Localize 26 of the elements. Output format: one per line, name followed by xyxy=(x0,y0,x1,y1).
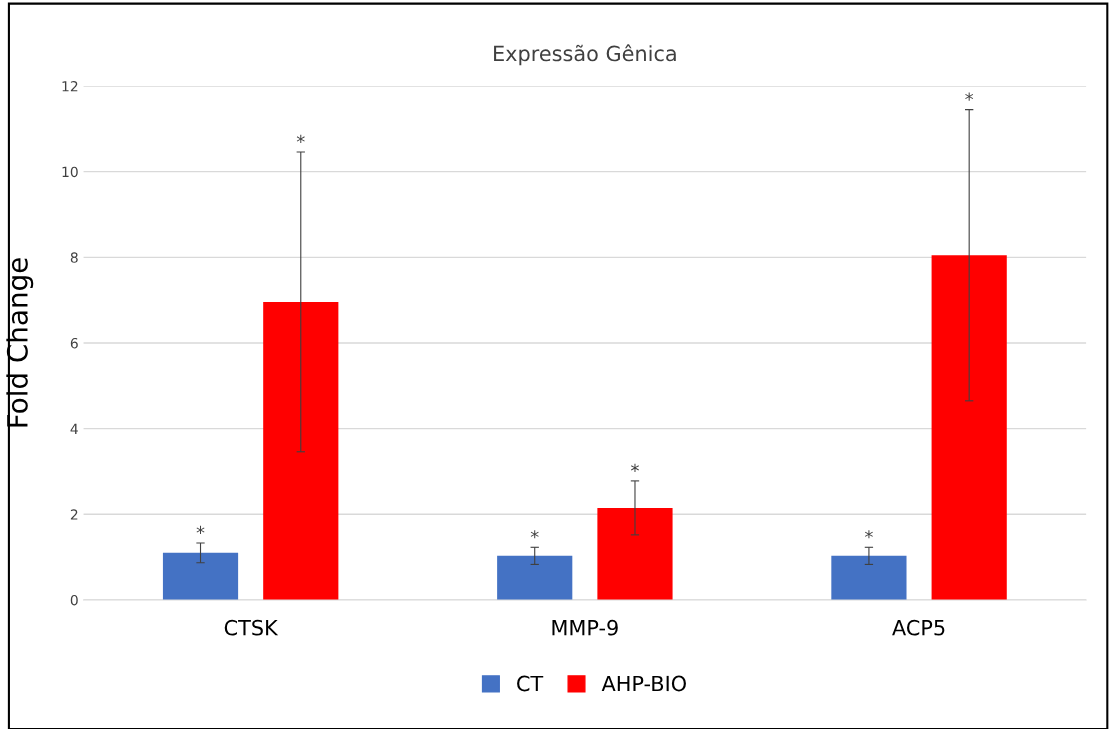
y-tick-label: 6 xyxy=(70,337,78,349)
annotation: * xyxy=(631,463,639,472)
bar xyxy=(162,552,239,600)
chart-title: Expressão Gênica xyxy=(494,44,676,66)
y-tick-label: 0 xyxy=(70,594,78,606)
annotation: * xyxy=(864,530,873,539)
bar xyxy=(831,555,907,600)
annotation: * xyxy=(296,134,305,144)
x-tick-label: ACP5 xyxy=(892,619,945,636)
bar xyxy=(597,507,673,600)
y-axis-title: Fold Change xyxy=(6,258,34,427)
y-tick-label: 12 xyxy=(62,80,78,92)
bar xyxy=(263,301,339,600)
annotation: * xyxy=(530,530,539,539)
annotation: * xyxy=(965,92,974,101)
x-tick-label: CTSK xyxy=(224,619,279,636)
annotation: * xyxy=(196,525,205,535)
legend-label: AHP-BIO xyxy=(601,675,686,692)
x-tick-label: MMP-9 xyxy=(552,619,618,636)
y-tick-label: 4 xyxy=(70,423,78,434)
y-tick-label: 2 xyxy=(70,509,78,520)
bar xyxy=(497,555,573,600)
legend-label: CT xyxy=(517,675,544,692)
bar xyxy=(931,255,1007,600)
y-tick-label: 10 xyxy=(62,166,78,178)
y-tick-label: 8 xyxy=(70,252,78,263)
